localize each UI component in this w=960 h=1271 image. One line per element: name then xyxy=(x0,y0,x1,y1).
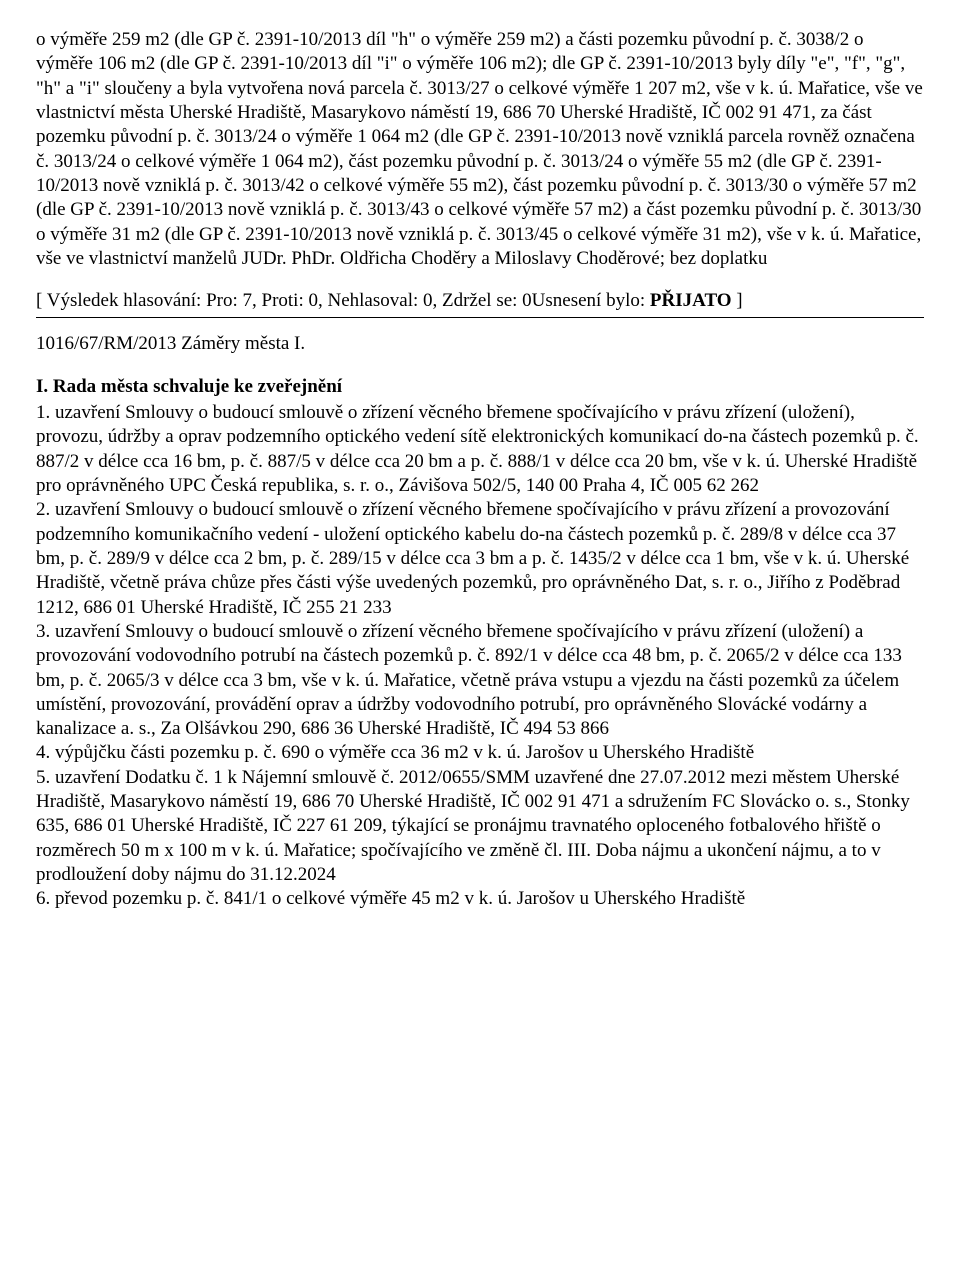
section-heading: I. Rada města schvaluje ke zveřejnění xyxy=(36,375,924,399)
vote-suffix: ] xyxy=(732,290,743,311)
paragraph-2: 1. uzavření Smlouvy o budoucí smlouvě o … xyxy=(36,401,924,912)
paragraph-1: o výměře 259 m2 (dle GP č. 2391-10/2013 … xyxy=(36,28,924,271)
vote-result: [ Výsledek hlasování: Pro: 7, Proti: 0, … xyxy=(36,289,924,313)
divider xyxy=(36,317,924,318)
reference-number: 1016/67/RM/2013 Záměry města I. xyxy=(36,332,924,356)
vote-status: PŘIJATO xyxy=(650,290,732,311)
vote-prefix: [ Výsledek hlasování: Pro: 7, Proti: 0, … xyxy=(36,290,650,311)
